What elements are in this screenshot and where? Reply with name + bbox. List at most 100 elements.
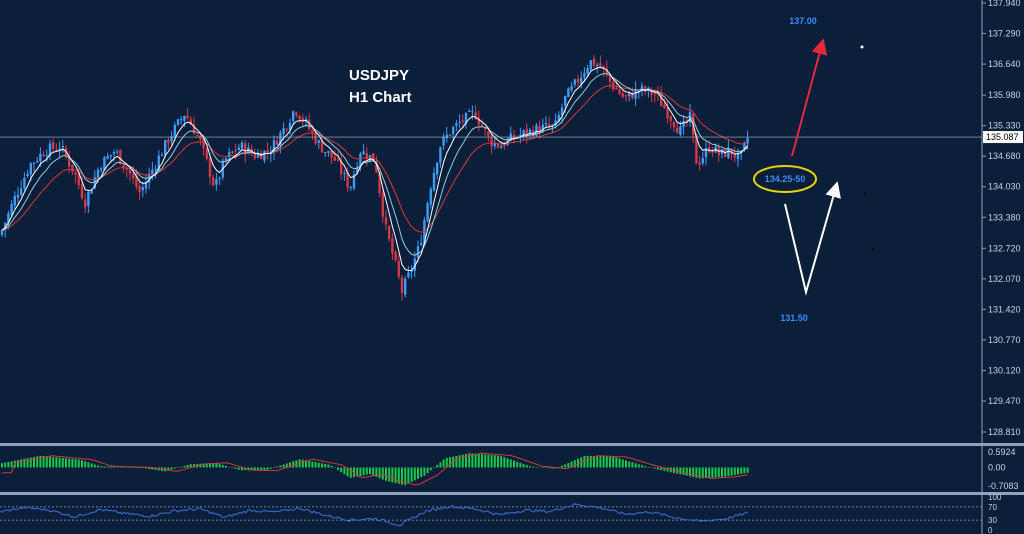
macd-bar [644, 466, 647, 468]
candle-body [87, 191, 90, 206]
macd-bar [145, 467, 147, 469]
macd-bar [231, 467, 234, 468]
candle-body [442, 136, 445, 146]
candle-body [109, 154, 112, 157]
candle-body [519, 134, 522, 137]
macd-bar [743, 467, 746, 474]
candle-body [180, 119, 183, 121]
macd-bar [423, 467, 426, 476]
candle-body [359, 153, 362, 166]
candle-body [39, 153, 42, 162]
candle-body [621, 93, 624, 97]
candle-body [237, 147, 240, 151]
macd-bar [596, 456, 599, 468]
macd-bar [433, 467, 435, 468]
macd-bar [509, 459, 512, 468]
candle-body [157, 155, 160, 171]
candle-body [423, 220, 426, 244]
macd-bar [266, 467, 269, 470]
candle-body [599, 63, 602, 67]
candle-body [535, 125, 538, 137]
y-tick-label: 134.030 [988, 182, 1021, 192]
candle-body [218, 177, 221, 179]
macd-bar [189, 464, 192, 468]
candle-body [452, 127, 455, 135]
macd-bar [714, 467, 717, 478]
macd-bar [593, 456, 595, 468]
macd-bar [321, 463, 323, 468]
macd-bar [84, 461, 87, 468]
macd-bar [20, 459, 23, 468]
candle-body [381, 192, 384, 217]
candle-body [122, 164, 125, 168]
candle-body [144, 182, 148, 189]
macd-bar [516, 461, 519, 468]
macd-bar [122, 466, 125, 468]
macd-bar [314, 462, 317, 468]
candle-body [708, 147, 711, 152]
macd-bar [449, 457, 451, 468]
macd-bar [577, 458, 579, 468]
macd-bar [260, 467, 263, 471]
candle-body [234, 150, 237, 152]
macd-bar [244, 467, 247, 471]
rsi-tick-label: 70 [988, 503, 997, 512]
y-tick-label: 135.980 [988, 90, 1021, 100]
macd-bar [77, 459, 80, 468]
candle-body [746, 138, 749, 144]
candle-body [672, 122, 676, 128]
candle-body [324, 151, 327, 154]
macd-tick-label: 0.5924 [988, 447, 1016, 457]
macd-bar [458, 455, 461, 468]
macd-bar [317, 462, 320, 468]
candle-body [564, 95, 567, 106]
candle-body [10, 204, 13, 215]
candle-body [512, 134, 516, 139]
candle-body [695, 134, 698, 164]
candle-body [80, 184, 84, 199]
macd-bar [689, 467, 691, 477]
macd-bar [679, 467, 682, 475]
macd-bar [346, 467, 349, 477]
candle-body [103, 157, 106, 170]
candle-body [413, 258, 416, 271]
candle-body [736, 152, 740, 160]
candle-body [253, 153, 256, 159]
candle-body [148, 173, 151, 183]
macd-bar [532, 466, 535, 468]
candle-body [256, 153, 260, 158]
macd-bar [10, 461, 13, 468]
macd-bar [740, 467, 743, 474]
candle-body [202, 137, 205, 148]
macd-bar [573, 460, 576, 468]
macd-bar [388, 467, 391, 482]
candle-body [461, 120, 464, 122]
candle-body [484, 127, 487, 130]
macd-bar [407, 467, 410, 484]
macd-bar [218, 464, 221, 468]
candle-body [298, 115, 301, 120]
candle-body [605, 68, 608, 75]
candle-body [48, 143, 52, 156]
candle-body [154, 168, 157, 170]
candle-body [554, 120, 557, 126]
candle-body [663, 104, 666, 109]
macd-bar [455, 455, 458, 468]
macd-bar [701, 467, 704, 479]
candle-body [557, 114, 560, 122]
candle-body [263, 150, 266, 161]
macd-bar [477, 453, 480, 468]
macd-bar [538, 467, 541, 468]
macd-bar [599, 456, 602, 468]
candle-body [26, 173, 29, 177]
macd-bar [615, 457, 618, 468]
candle-body [378, 172, 381, 194]
rsi-tick-label: 30 [988, 516, 997, 525]
macd-bar [276, 466, 279, 468]
candle-body [330, 150, 333, 158]
candle-body [77, 173, 80, 186]
candle-body [618, 89, 621, 94]
candle-body [58, 148, 61, 150]
macd-bar [653, 467, 656, 469]
candle-body [288, 122, 292, 131]
